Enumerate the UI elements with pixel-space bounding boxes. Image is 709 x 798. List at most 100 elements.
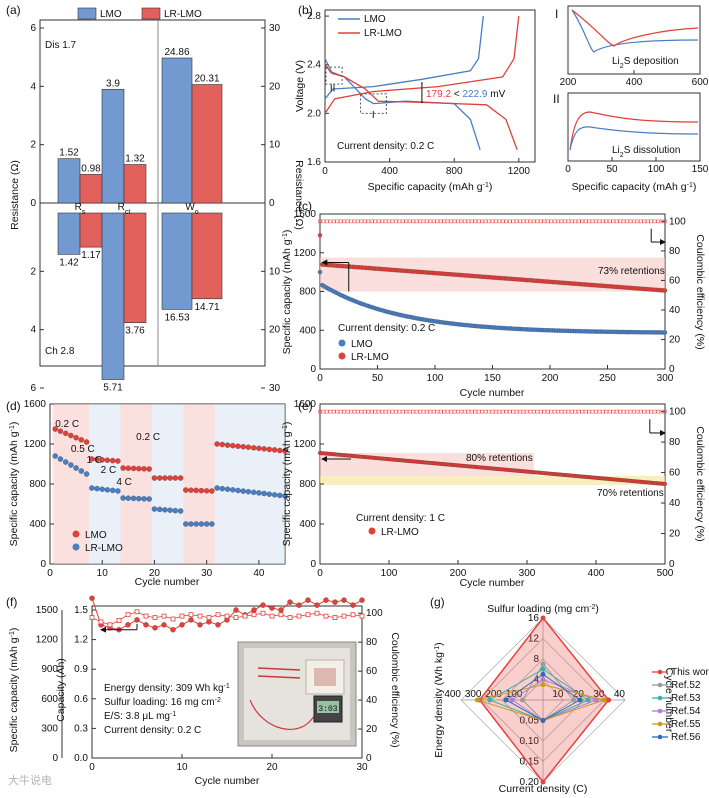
- d-point-LMO-34: [224, 442, 231, 448]
- d-rate-band-1: [89, 404, 121, 564]
- f-ce-point-8: [161, 613, 167, 619]
- e-ce-16: [373, 409, 377, 414]
- a-y2tick-top-label-0: 0: [269, 198, 275, 209]
- f-capacity-point-23: [296, 602, 302, 608]
- f-ylabel: Capacity (Ah): [55, 658, 67, 722]
- c-ce-3: [328, 219, 333, 224]
- b-xlabel: Specific capacity (mAh g-1): [368, 181, 493, 193]
- f-capacity-point-27: [332, 599, 338, 605]
- f-ce-point-3: [116, 618, 122, 623]
- e-xlabel: Cycle number: [460, 577, 525, 589]
- frame-b: [324, 9, 536, 163]
- c-point-LMO-150: [662, 330, 668, 335]
- a-y2label: Resistance (Ω): [293, 160, 305, 230]
- d-point-LMO-26: [183, 487, 189, 493]
- b-xtick-label-2: 800: [446, 166, 463, 177]
- f-y2label: Coulombic efficiency (%): [389, 632, 401, 747]
- e-ce-93: [639, 409, 643, 414]
- g-tick-2-0: 0.05: [520, 716, 540, 727]
- f-ytick-outer-label-2: 600: [41, 694, 58, 705]
- c-ce-49: [487, 219, 491, 224]
- c-point-LR-LMO-150: [662, 288, 668, 293]
- f-ce-point-7: [152, 615, 158, 620]
- a-category-1: Rct: [118, 202, 131, 216]
- a-bar-bot-lrlmo-0: [79, 212, 103, 248]
- f-y2tick-label-1: 20: [366, 724, 378, 735]
- f-xtick-label-1: 10: [176, 762, 188, 773]
- f-ce-point-2: [107, 622, 113, 628]
- e-ce-37: [445, 409, 450, 414]
- battery-photo: 3:03: [237, 641, 357, 747]
- b-box-I-label: I: [372, 110, 375, 121]
- inset-II-label: Li2S dissolution: [612, 145, 680, 159]
- c-ce-72: [566, 219, 571, 224]
- e-ce-69: [556, 409, 560, 414]
- e-ce-52: [497, 409, 502, 414]
- frame-inset-II: [567, 92, 701, 162]
- c-ylabel: Specific capacity (mAh g-1): [281, 230, 293, 355]
- e-legend-lrlmo: LR-LMO: [381, 527, 419, 538]
- a-ytick-top-label-1: 2: [30, 140, 36, 151]
- e-legend-dot: [368, 527, 376, 535]
- f-capacity-point-24: [305, 597, 311, 603]
- e-ce-46: [476, 409, 481, 414]
- frame-f: [91, 605, 363, 759]
- e-annot2: 70% retentions: [597, 488, 664, 499]
- panel-g: (g) 481216102030400.050.100.150.20100200…: [430, 595, 709, 795]
- g-point-3-0: [540, 677, 546, 682]
- d-plot-ytick-label-3: 1200: [24, 439, 47, 450]
- e-ce-14: [366, 409, 371, 414]
- f-capacity-point-20: [269, 605, 275, 611]
- c-ce-58: [518, 219, 522, 224]
- c-ce-22: [394, 219, 398, 224]
- e-point-200: [662, 482, 667, 487]
- f-xtick-label-2: 20: [266, 762, 278, 773]
- c-ce-94: [642, 219, 647, 224]
- e-ce-98: [656, 409, 660, 414]
- c-ce-35: [439, 219, 443, 224]
- panel-label-g: (g): [430, 595, 445, 609]
- c-ce-97: [652, 219, 657, 224]
- panel-label-d: (d): [6, 399, 21, 413]
- d-point-LR-LMO-32: [214, 485, 220, 491]
- f-capacity-point-18: [251, 607, 257, 613]
- e-ce-60: [525, 409, 529, 414]
- d-point-LMO-3: [62, 430, 69, 436]
- b-xtick-label-3: 1200: [508, 166, 531, 177]
- e-plot-ytick-label-2: 800: [299, 479, 316, 490]
- panel-label-a: (a): [6, 3, 21, 17]
- f-ce-point-4: [125, 612, 131, 618]
- d-point-LR-LMO-7: [83, 471, 90, 477]
- a-label-bot-lrlmo-0: 1.17: [81, 250, 101, 261]
- d-plot-ytick-label-0: 0: [40, 559, 46, 570]
- e-ce-22: [394, 409, 398, 414]
- c-ce-4: [332, 219, 336, 224]
- e-plot-y2tick-label-2: 40: [669, 498, 681, 509]
- c-ce-43: [466, 219, 471, 224]
- e-ce-39: [452, 409, 457, 414]
- d-point-LMO-13: [115, 458, 121, 464]
- c-ce-15: [370, 219, 374, 224]
- g-tick-3-2: 300: [465, 689, 482, 700]
- f-capacity-point-14: [215, 622, 221, 628]
- a-bar-bot-lrlmo-1: [123, 212, 147, 323]
- i2-xtick-label-2: 100: [648, 164, 665, 175]
- e-ce-54: [504, 409, 509, 414]
- frame-a: [39, 19, 266, 367]
- d-point-LR-LMO-31: [209, 521, 215, 527]
- e-plot-xtick-label-2: 200: [450, 568, 467, 579]
- f-ce-point-29: [350, 612, 356, 618]
- g-legend-marker-5: [657, 734, 663, 740]
- panel-a: (a) LMO LR-LMO Dis 1.7 Ch 2.8 1.520.98 1.…: [6, 3, 305, 394]
- e-ce-41: [459, 409, 464, 414]
- d-point-LR-LMO-25: [177, 508, 184, 514]
- g-point-0-1: [606, 697, 612, 703]
- f-capacity-point-29: [350, 602, 356, 608]
- b-xtick-label-0: 0: [322, 166, 328, 177]
- d-point-LR-LMO-18: [141, 496, 147, 502]
- g-tick-1-3: 40: [614, 689, 626, 700]
- d-point-LMO-30: [203, 488, 210, 494]
- f-y2tick-label-3: 60: [366, 666, 378, 677]
- e-ce-81: [597, 409, 602, 414]
